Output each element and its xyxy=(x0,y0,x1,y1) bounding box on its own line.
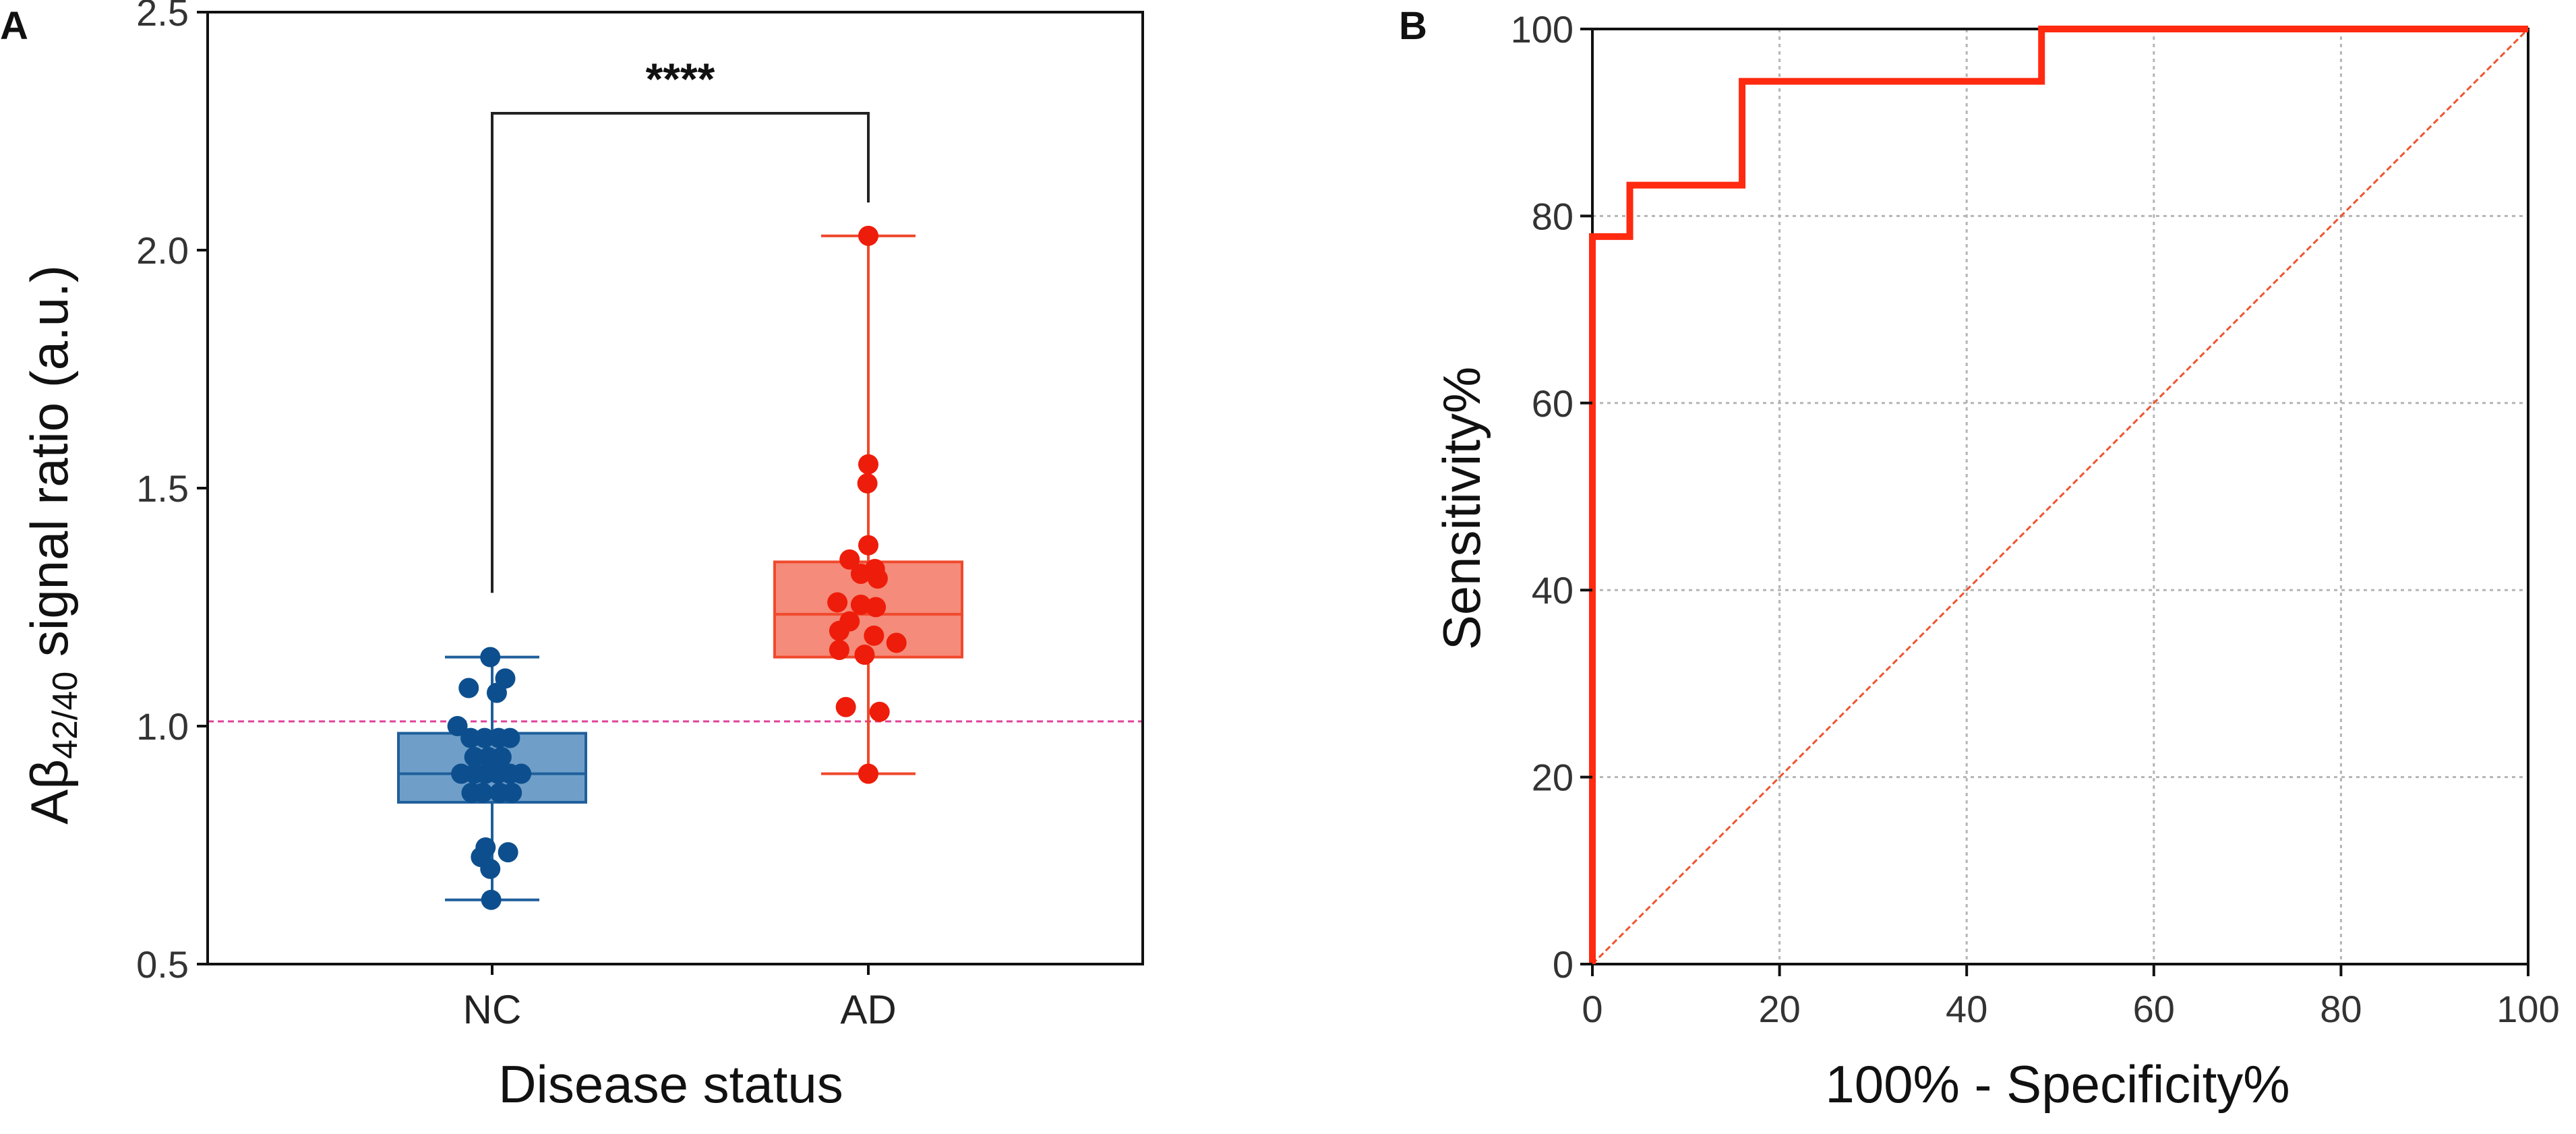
y-tick-label: 60 xyxy=(1532,382,1574,425)
ad-data-point xyxy=(867,568,888,589)
nc-data-point xyxy=(511,763,532,784)
panel-a-y-axis-title: Aβ42/40 signal ratio (a.u.) xyxy=(20,265,85,825)
ad-data-point xyxy=(839,549,860,570)
nc-data-point xyxy=(474,727,495,748)
y-tick-label: 20 xyxy=(1532,756,1574,799)
ad-data-point xyxy=(858,763,878,784)
panel-b-x-axis-title: 100% - Specificity% xyxy=(1825,1054,2289,1114)
nc-data-point xyxy=(500,727,520,748)
panel-a-letter: A xyxy=(0,4,28,48)
y-tick-label: 2.0 xyxy=(136,229,189,272)
panel-b-plot-elements: 0 20 40 60 80 100 0 20 40 60 80 100 xyxy=(1511,8,2560,1030)
nc-data-point xyxy=(502,782,522,803)
ad-data-point xyxy=(864,625,885,646)
ad-data-point xyxy=(850,564,871,585)
x-tick-label: 40 xyxy=(1946,988,1987,1030)
ad-data-point xyxy=(835,696,856,717)
significance-bracket xyxy=(491,112,870,593)
ad-data-point xyxy=(827,592,848,613)
category-label-nc: NC xyxy=(463,987,522,1032)
reference-diagonal-line xyxy=(1591,28,2529,965)
ad-data-point xyxy=(854,645,875,665)
y-tick-label: 80 xyxy=(1532,195,1574,237)
panel-a-plot-elements: **** 0.5 1.0 1.5 2.0 2.5 NC AD xyxy=(136,0,1144,1032)
panel-b-letter: B xyxy=(1399,4,1427,48)
significance-label: **** xyxy=(646,54,715,104)
ad-data-point xyxy=(857,473,878,494)
nc-data-point xyxy=(481,889,502,910)
nc-data-point xyxy=(486,682,507,703)
y-tick-label: 1.5 xyxy=(136,467,189,510)
panel-a-y-axis-title-rest: signal ratio (a.u.) xyxy=(20,265,79,672)
nc-data-point xyxy=(491,746,512,767)
nc-data-point xyxy=(464,746,485,767)
panel-a-x-axis-title: Disease status xyxy=(498,1054,843,1114)
ad-data-point xyxy=(829,620,849,641)
nc-data-point xyxy=(447,716,468,736)
x-tick-label: 80 xyxy=(2320,988,2362,1030)
ad-data-point xyxy=(829,640,849,661)
roc-curve xyxy=(1589,26,2528,964)
nc-data-point xyxy=(498,842,518,863)
panel-b-y-axis-title: Sensitivity% xyxy=(1432,367,1491,650)
nc-data-point xyxy=(480,858,501,879)
y-tick-label: 1.0 xyxy=(136,705,189,748)
ad-data-point xyxy=(858,535,878,556)
x-tick-label: 100 xyxy=(2496,988,2559,1030)
panel-a: A **** 0.5 1.0 1.5 2.0 2.5 NC AD Aβ42/40 signal… xyxy=(0,0,1144,1114)
nc-data-point xyxy=(480,647,501,667)
panel-a-y-axis-title-subscript: 42/40 xyxy=(46,672,85,759)
x-tick-label: 60 xyxy=(2133,988,2175,1030)
ad-data-point xyxy=(869,701,890,722)
y-tick-label: 0 xyxy=(1553,943,1574,986)
ad-data-point xyxy=(850,594,871,615)
y-tick-label: 0.5 xyxy=(136,943,189,986)
panel-a-y-axis-title-main: Aβ xyxy=(20,759,79,825)
ad-data-point xyxy=(866,597,887,618)
ad-data-point xyxy=(886,632,907,653)
y-tick-label: 2.5 xyxy=(136,0,189,34)
y-tick-label: 40 xyxy=(1532,569,1574,611)
x-tick-label: 0 xyxy=(1582,988,1602,1030)
nc-data-point xyxy=(458,678,479,698)
x-tick-label: 20 xyxy=(1758,988,1800,1030)
panel-a-plot-frame xyxy=(206,11,1144,965)
ad-data-point xyxy=(858,225,878,246)
category-label-ad: AD xyxy=(840,987,896,1032)
y-tick-label: 100 xyxy=(1511,8,1574,51)
nc-data-point xyxy=(473,782,493,803)
ad-data-point xyxy=(858,454,878,475)
nc-data-point xyxy=(460,727,481,748)
